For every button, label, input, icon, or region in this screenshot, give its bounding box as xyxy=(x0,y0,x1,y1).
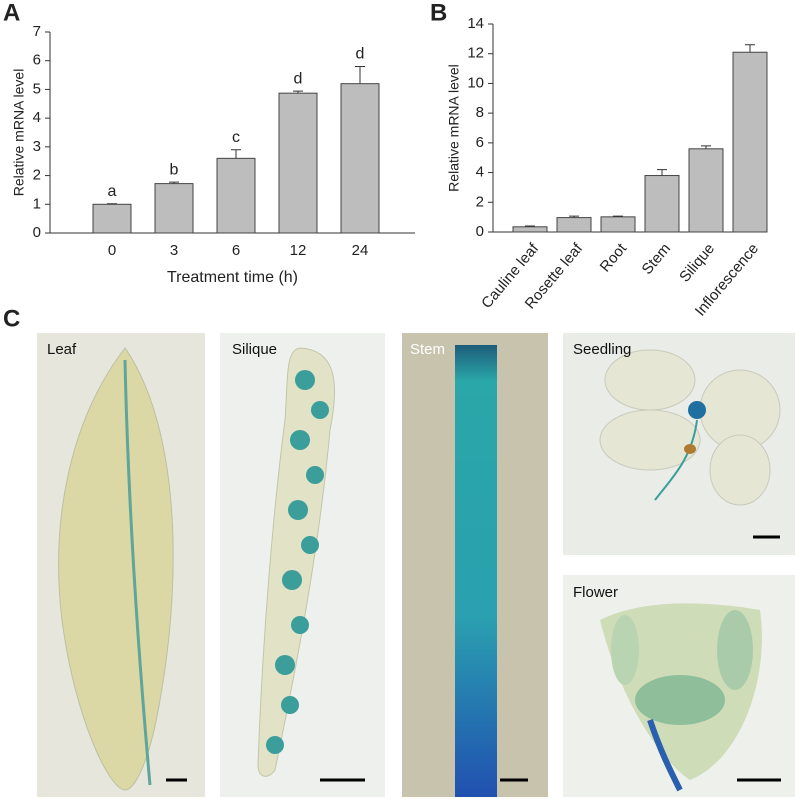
x-tick-label: 12 xyxy=(290,242,307,259)
x-tick-label: 0 xyxy=(108,242,116,259)
y-tick-label: 6 xyxy=(476,134,484,151)
bar xyxy=(512,226,548,233)
photo-silique xyxy=(220,333,385,797)
x-tick-label: Root xyxy=(597,240,631,276)
significance-label: c xyxy=(232,129,240,146)
error-bar xyxy=(525,225,535,227)
x-tick-label: Silique xyxy=(676,240,718,285)
y-tick-label: 7 xyxy=(33,23,41,40)
y-tick-label: 6 xyxy=(33,52,41,69)
error-bar xyxy=(355,65,365,84)
photo-label: Seedling xyxy=(573,341,631,358)
y-tick-label: 4 xyxy=(33,109,41,126)
significance-label: d xyxy=(294,70,303,87)
panel-letter: A xyxy=(3,0,20,26)
panel-letter: C xyxy=(3,305,20,332)
bar xyxy=(600,216,636,233)
bar xyxy=(154,183,194,234)
y-tick-label: 0 xyxy=(476,223,484,240)
error-bar xyxy=(613,215,623,217)
bar xyxy=(644,175,680,233)
error-bar xyxy=(569,215,579,218)
bar xyxy=(216,157,256,234)
error-bar xyxy=(745,44,755,53)
photo-seedling xyxy=(563,333,795,555)
bar xyxy=(688,148,724,233)
x-tick-label: 6 xyxy=(232,242,240,259)
photo-label: Silique xyxy=(232,341,277,358)
photo-stem xyxy=(402,333,548,797)
y-tick-label: 14 xyxy=(467,15,484,32)
y-axis-label: Relative mRNA level xyxy=(446,64,462,192)
y-tick-label: 2 xyxy=(476,193,484,210)
y-tick-label: 4 xyxy=(476,164,484,181)
photo-flower xyxy=(563,575,795,797)
error-bar xyxy=(107,203,117,205)
photo-label: Stem xyxy=(410,341,445,358)
photo-label: Flower xyxy=(573,584,618,601)
photo-label: Leaf xyxy=(47,341,77,358)
bar xyxy=(340,83,380,234)
y-tick-label: 10 xyxy=(467,74,484,91)
y-axis-label: Relative mRNA level xyxy=(11,69,27,197)
y-tick-label: 2 xyxy=(33,167,41,184)
x-tick-label: 24 xyxy=(352,242,369,259)
x-tick-label: Stem xyxy=(639,240,675,278)
panel-letter: B xyxy=(430,0,447,26)
significance-label: a xyxy=(108,183,117,200)
photo-leaf xyxy=(37,333,205,797)
y-tick-label: 12 xyxy=(467,45,484,62)
y-tick-label: 5 xyxy=(33,80,41,97)
y-tick-label: 3 xyxy=(33,138,41,155)
error-bar xyxy=(657,169,667,176)
error-bar xyxy=(169,181,179,184)
y-tick-label: 0 xyxy=(33,224,41,241)
bar xyxy=(92,203,132,234)
bar xyxy=(278,92,318,234)
significance-label: d xyxy=(356,46,365,63)
error-bar xyxy=(701,145,711,149)
x-tick-label: 3 xyxy=(170,242,178,259)
y-tick-label: 8 xyxy=(476,104,484,121)
error-bar xyxy=(231,149,241,159)
error-bar xyxy=(293,90,303,94)
bar xyxy=(732,51,768,233)
y-tick-label: 1 xyxy=(33,195,41,212)
bar xyxy=(556,217,592,233)
significance-label: b xyxy=(170,161,179,178)
x-axis-label: Treatment time (h) xyxy=(167,269,298,286)
